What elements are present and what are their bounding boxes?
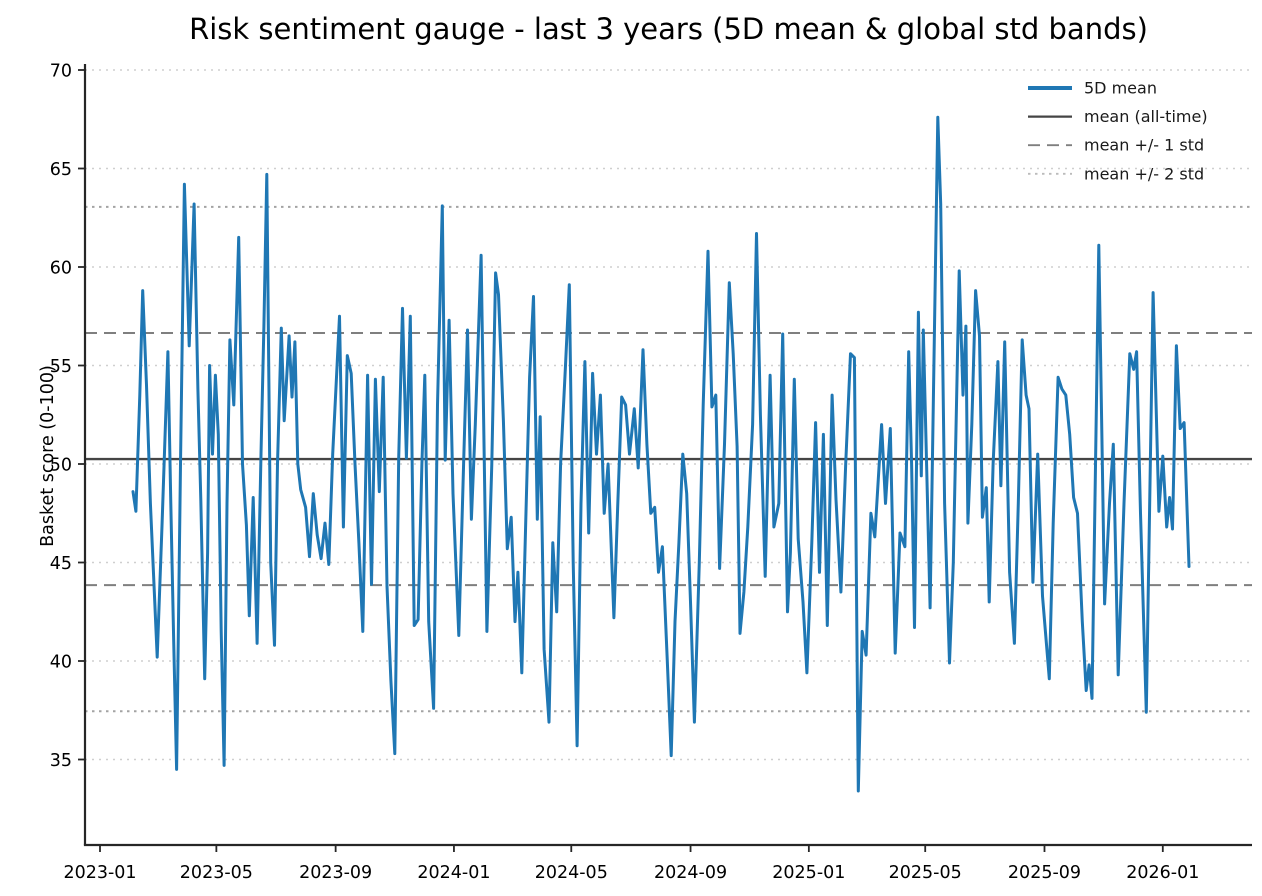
x-tick-label: 2023-01 [63,863,136,883]
chart-title: Risk sentiment gauge - last 3 years (5D … [189,12,1148,46]
y-tick-label: 35 [50,751,72,771]
y-tick-label: 60 [50,259,72,279]
y-tick-label: 45 [50,554,72,574]
y-tick-label: 55 [50,357,72,377]
legend-label: 5D mean [1084,79,1157,98]
y-axis: 35 40 45 50 55 60 65 70 [50,62,85,771]
x-tick-label: 2024-01 [417,863,490,883]
y-axis-title: Basket score (0-100) [38,365,58,547]
series-5d-mean-line [131,115,1191,793]
y-tick-label: 65 [50,160,72,180]
x-tick-label: 2026-01 [1126,863,1199,883]
legend-label: mean (all-time) [1084,107,1208,126]
x-tick-label: 2025-09 [1008,863,1081,883]
x-tick-label: 2025-01 [772,863,845,883]
y-tick-label: 40 [50,653,72,673]
x-tick-label: 2023-09 [299,863,372,883]
legend-label: mean +/- 2 std [1084,164,1204,183]
axes [83,64,1252,847]
x-tick-label: 2024-09 [654,863,727,883]
legend-label: mean +/- 1 std [1084,136,1204,155]
y-tick-label: 50 [50,456,72,476]
series-lines [131,115,1191,793]
x-tick-label: 2023-05 [180,863,253,883]
x-tick-label: 2025-05 [889,863,962,883]
x-tick-label: 2024-05 [535,863,608,883]
x-axis: 2023-01 2023-05 2023-09 2024-01 2024-05 2024-… [63,845,1199,883]
legend: 5D mean mean (all-time) mean +/- 1 std mean… [1028,79,1208,183]
y-tick-label: 70 [50,62,72,82]
